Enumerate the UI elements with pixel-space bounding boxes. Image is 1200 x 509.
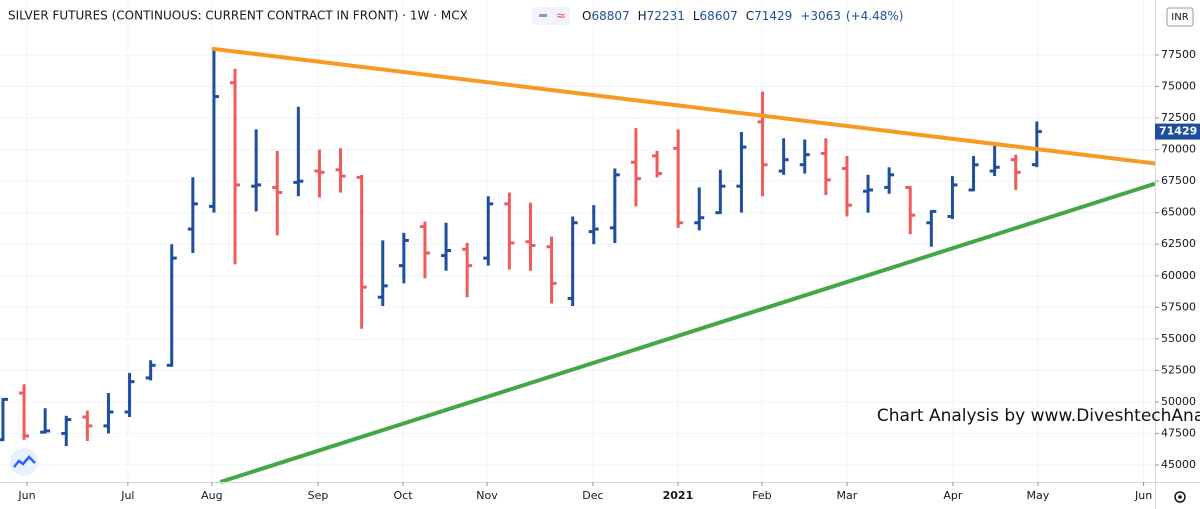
x-tick-label: Dec: [582, 489, 603, 502]
chart-title: SILVER FUTURES (CONTINUOUS: CURRENT CONT…: [8, 9, 468, 23]
x-tick-label: Sep: [308, 489, 329, 502]
ohlc-label: L: [693, 9, 700, 23]
x-tick-label: Feb: [752, 489, 771, 502]
compare-badge[interactable]: ≈: [532, 7, 570, 25]
ohlc-value: 68807: [591, 9, 629, 23]
y-tick-label: 75000: [1161, 80, 1196, 93]
ohlc-label: O: [582, 9, 591, 23]
y-tick-label: 77500: [1161, 48, 1196, 61]
svg-text:≈: ≈: [556, 9, 566, 23]
grid: [0, 0, 1155, 482]
y-tick-label: 70000: [1161, 143, 1196, 156]
y-tick-label: 50000: [1161, 395, 1196, 408]
ohlc-legend: O68807 H72231 L68607 C71429 +3063 (+4.48%): [582, 9, 903, 23]
change: +3063: [800, 9, 841, 23]
y-tick-label: 67500: [1161, 174, 1196, 187]
y-tick-label: 72500: [1161, 111, 1196, 124]
x-tick-label: Jul: [120, 489, 134, 502]
currency: INR: [1171, 12, 1188, 23]
ohlc-value: 68607: [700, 9, 738, 23]
y-tick-label: 52500: [1161, 363, 1196, 376]
x-tick-label: Aug: [201, 489, 222, 502]
marks: [0, 46, 1156, 484]
y-tick-label: 57500: [1161, 300, 1196, 313]
change-pct: (+4.48%): [846, 9, 904, 23]
ohlc-label: H: [638, 9, 647, 23]
y-tick-label: 60000: [1161, 269, 1196, 282]
y-tick-label: 62500: [1161, 237, 1196, 250]
y-tick-label: 65000: [1161, 206, 1196, 219]
x-tick-label: May: [1027, 489, 1050, 502]
x-tick-label: Jun: [1134, 489, 1152, 502]
x-tick-label: Jun: [17, 489, 35, 502]
ohlc-value: 71429: [754, 9, 792, 23]
y-tick-label: 47500: [1161, 426, 1196, 439]
settings-icon[interactable]: [1174, 491, 1186, 503]
x-tick-label: Oct: [393, 489, 413, 502]
x-tick-label: 2021: [663, 489, 694, 502]
logo[interactable]: [10, 448, 38, 476]
trendline: [219, 181, 1156, 484]
y-tick-label: 55000: [1161, 332, 1196, 345]
last-price-tag: [1155, 123, 1200, 140]
x-tick-label: Nov: [476, 489, 498, 502]
last-price-label: 71429: [1159, 125, 1197, 138]
annotation: Chart Analysis by www.DiveshtechAnalysis…: [877, 406, 1200, 426]
ohlc-label: C: [746, 9, 754, 23]
currency-box[interactable]: [1166, 7, 1194, 27]
x-tick-label: Apr: [943, 489, 963, 502]
x-tick-label: Mar: [837, 489, 858, 502]
trendline: [211, 46, 1156, 166]
y-tick-label: 45000: [1161, 458, 1196, 471]
ohlc-value: 72231: [647, 9, 685, 23]
